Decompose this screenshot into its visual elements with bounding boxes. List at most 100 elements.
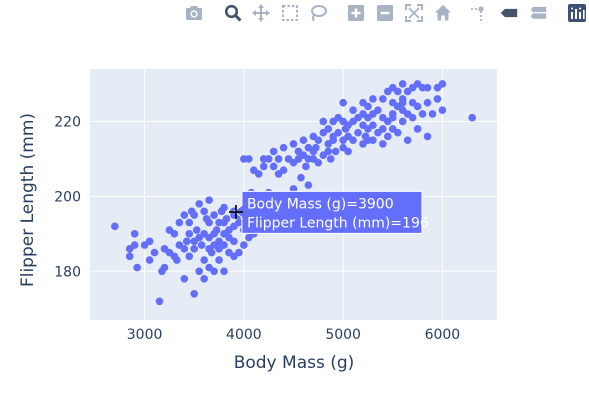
data-point[interactable] <box>185 252 194 261</box>
hover-compare-button[interactable] <box>527 2 549 24</box>
data-point[interactable] <box>279 166 288 174</box>
data-point[interactable] <box>111 222 119 231</box>
data-point[interactable] <box>185 230 194 238</box>
data-point[interactable] <box>438 106 447 115</box>
data-point[interactable] <box>200 274 208 283</box>
data-point[interactable] <box>145 256 154 264</box>
data-point[interactable] <box>349 106 357 115</box>
data-point[interactable] <box>319 117 328 126</box>
data-point[interactable] <box>423 83 432 92</box>
data-point[interactable] <box>438 80 447 88</box>
data-point[interactable] <box>207 248 216 257</box>
data-point[interactable] <box>274 155 283 163</box>
data-point[interactable] <box>200 207 208 216</box>
data-point[interactable] <box>299 136 308 144</box>
zoom-mode-button[interactable] <box>222 2 244 24</box>
data-point[interactable] <box>379 140 387 148</box>
data-point[interactable] <box>369 95 377 103</box>
autoscale-button[interactable] <box>403 2 425 24</box>
data-point[interactable] <box>182 237 191 246</box>
data-point[interactable] <box>398 80 407 88</box>
data-point[interactable] <box>220 203 228 212</box>
data-point[interactable] <box>210 267 218 276</box>
data-point[interactable] <box>190 211 199 219</box>
data-point[interactable] <box>200 256 208 264</box>
data-point[interactable] <box>205 196 213 204</box>
data-point[interactable] <box>324 147 333 156</box>
data-point[interactable] <box>125 252 134 261</box>
data-point[interactable] <box>269 162 278 171</box>
zoom-out-button[interactable] <box>374 2 396 24</box>
download-plot-button[interactable] <box>183 2 205 24</box>
data-point[interactable] <box>212 226 221 234</box>
data-point[interactable] <box>314 158 323 167</box>
data-point[interactable] <box>190 289 199 298</box>
data-point[interactable] <box>289 140 298 148</box>
data-point[interactable] <box>180 211 189 219</box>
data-point[interactable] <box>160 263 169 272</box>
data-point[interactable] <box>235 248 243 257</box>
data-point[interactable] <box>185 218 194 227</box>
data-point[interactable] <box>133 263 141 272</box>
pan-mode-button[interactable] <box>250 2 272 24</box>
data-point[interactable] <box>433 95 442 103</box>
data-point[interactable] <box>379 125 387 133</box>
data-point[interactable] <box>230 237 238 246</box>
hover-closest-button[interactable] <box>498 2 520 24</box>
data-point[interactable] <box>403 136 412 144</box>
data-point[interactable] <box>180 274 189 283</box>
data-point[interactable] <box>354 128 362 137</box>
data-point[interactable] <box>324 125 333 133</box>
data-point[interactable] <box>175 218 184 227</box>
data-point[interactable] <box>155 297 164 306</box>
data-point[interactable] <box>195 200 203 208</box>
data-point[interactable] <box>314 136 323 144</box>
zoom-in-button[interactable] <box>345 2 367 24</box>
box-select-button[interactable] <box>279 2 301 24</box>
data-point[interactable] <box>220 241 228 249</box>
data-point[interactable] <box>374 106 382 115</box>
data-point[interactable] <box>235 218 243 227</box>
data-point[interactable] <box>130 230 139 238</box>
data-point[interactable] <box>215 256 223 264</box>
data-point[interactable] <box>326 155 335 163</box>
data-point[interactable] <box>170 230 179 238</box>
data-point[interactable] <box>130 241 139 249</box>
data-point[interactable] <box>259 162 268 171</box>
data-point[interactable] <box>418 110 427 118</box>
data-point[interactable] <box>150 248 159 257</box>
data-point[interactable] <box>359 98 367 107</box>
reset-axes-button[interactable] <box>432 2 454 24</box>
data-point[interactable] <box>384 87 392 96</box>
data-point[interactable] <box>297 173 305 182</box>
data-point[interactable] <box>339 98 347 107</box>
data-point[interactable] <box>369 136 377 144</box>
data-point[interactable] <box>180 245 189 253</box>
data-point[interactable] <box>384 132 392 141</box>
data-point[interactable] <box>428 110 437 118</box>
data-point[interactable] <box>334 128 342 137</box>
plotly-logo-button[interactable] <box>566 2 588 24</box>
data-point[interactable] <box>398 98 407 107</box>
data-point[interactable] <box>240 241 248 249</box>
data-point[interactable] <box>197 241 206 249</box>
data-point[interactable] <box>349 136 357 144</box>
data-point[interactable] <box>398 117 407 126</box>
data-point[interactable] <box>192 226 201 234</box>
data-point[interactable] <box>312 143 320 152</box>
data-point[interactable] <box>468 113 476 122</box>
data-point[interactable] <box>264 155 273 163</box>
data-point[interactable] <box>254 170 263 178</box>
data-point[interactable] <box>423 98 432 107</box>
data-point[interactable] <box>210 211 218 219</box>
lasso-select-button[interactable] <box>307 2 329 24</box>
data-point[interactable] <box>413 125 422 133</box>
data-point[interactable] <box>145 237 154 246</box>
data-point[interactable] <box>205 218 213 227</box>
data-point[interactable] <box>413 102 422 111</box>
data-point[interactable] <box>331 147 340 156</box>
data-point[interactable] <box>423 132 432 141</box>
data-point[interactable] <box>408 113 417 122</box>
data-point[interactable] <box>302 162 310 171</box>
spike-lines-button[interactable] <box>468 2 490 24</box>
